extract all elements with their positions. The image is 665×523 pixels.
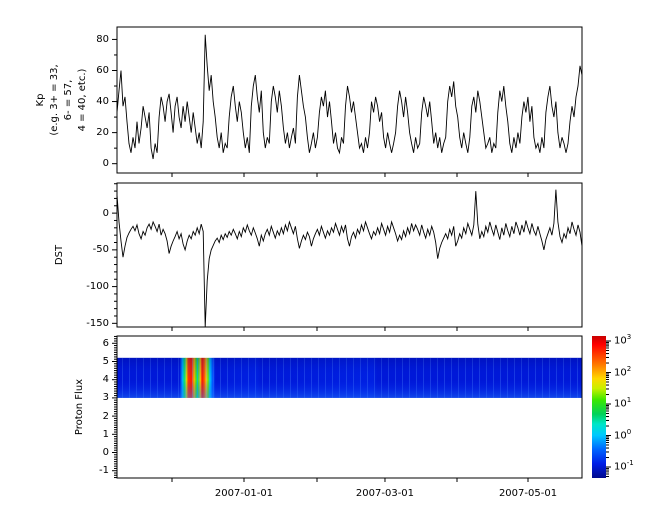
y-tick-label: 5 (102, 355, 109, 367)
y-tick-label: 0 (102, 207, 109, 219)
x-tick-label: 2007-03-01 (355, 488, 415, 499)
colorbar-tick-label: 103 (614, 333, 632, 347)
y-tick-label: 1 (102, 428, 109, 440)
y-tick-label: 0 (102, 447, 109, 458)
y-tick-label: -50 (92, 244, 109, 256)
kp-series-line (116, 34, 583, 160)
dst-series-line (116, 189, 583, 328)
y-tick-label: 3 (102, 392, 109, 404)
x-tick-label: 2007-01-01 (214, 488, 274, 499)
y-tick-label: 40 (96, 96, 109, 108)
y-tick-label: 20 (96, 127, 109, 139)
colorbar-tick-label: 10-1 (614, 459, 634, 473)
colorbar-tick-label: 101 (614, 396, 632, 410)
colorbar-tick-label: 102 (614, 364, 632, 378)
y-tick-label: 6 (102, 337, 109, 349)
colorbar (592, 336, 611, 478)
y-tick-label: -100 (86, 281, 109, 293)
axes (112, 26, 583, 482)
y-tick-label: -150 (86, 317, 109, 329)
series-lines (116, 34, 583, 328)
x-tick-label: 2007-05-01 (498, 488, 558, 499)
y-tick-label: 60 (96, 64, 109, 76)
y-tick-label: 2 (102, 410, 109, 422)
y-tick-label: 4 (102, 374, 109, 386)
proton-spectrogram-band (117, 357, 582, 398)
y-tick-label: 0 (102, 158, 109, 170)
y-tick-label: -1 (99, 465, 109, 477)
y-tick-label: 80 (96, 33, 109, 45)
colorbar-tick-label: 100 (614, 427, 632, 441)
